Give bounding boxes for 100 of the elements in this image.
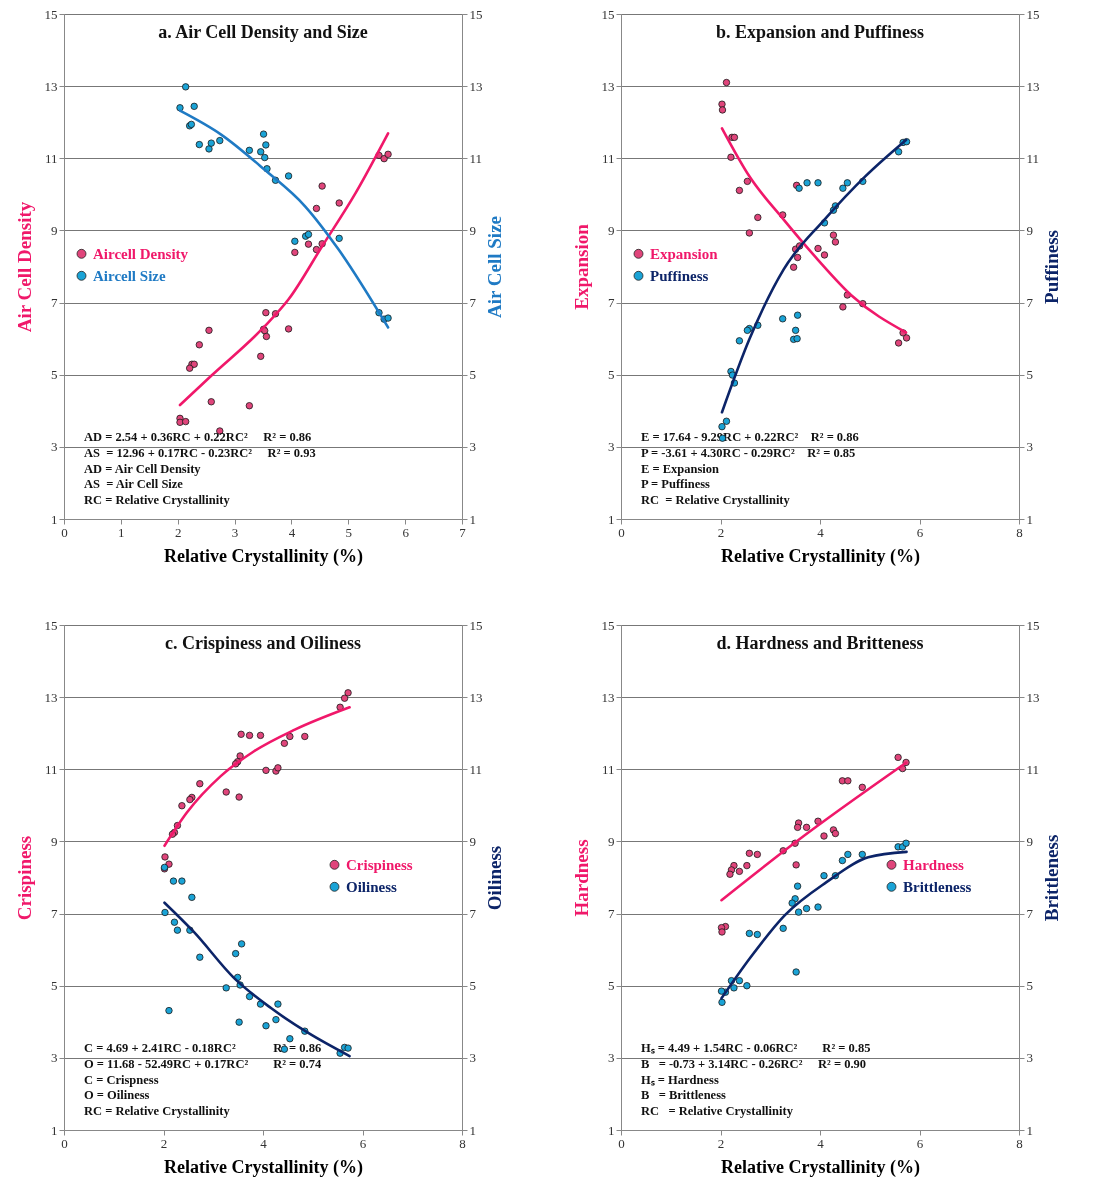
x-tick-label: 8 (459, 1135, 466, 1151)
legend-label: Oiliness (346, 878, 398, 895)
y2-tick-label: 13 (469, 689, 483, 705)
annotation: Hₛ = Hardness (641, 1072, 719, 1087)
y2-tick-label: 11 (469, 150, 483, 166)
y-tick-label: 5 (51, 978, 58, 994)
y-tick-label: 15 (44, 6, 58, 22)
y2-axis-title: Air Cell Size (483, 215, 505, 319)
annotation: AD = Air Cell Density (84, 461, 202, 476)
y-tick-label: 9 (608, 222, 615, 238)
annotation: AS = Air Cell Size (84, 477, 184, 492)
y-tick-label: 13 (601, 78, 615, 94)
x-tick-label: 1 (118, 524, 125, 540)
y2-tick-label: 1 (1026, 511, 1033, 527)
annotation: O = Oiliness (84, 1088, 150, 1103)
annotation: E = Expansion (641, 461, 720, 476)
y-tick-label: 9 (51, 833, 58, 849)
legend-label: Expansion (650, 245, 719, 262)
y2-tick-label: 5 (1026, 367, 1033, 383)
annotation: AD = 2.54 + 0.36RC + 0.22RC² R² = 0.86 (84, 430, 312, 445)
y-axis-title: Expansion (570, 223, 592, 310)
x-axis-title: Relative Crystallinity (%) (721, 545, 920, 567)
y2-tick-label: 15 (469, 617, 483, 633)
chart-title: a. Air Cell Density and Size (158, 22, 368, 42)
annotation: C = Crispness (84, 1072, 159, 1087)
y2-tick-label: 9 (1026, 222, 1033, 238)
y-tick-label: 1 (608, 1122, 615, 1138)
y-tick-label: 9 (51, 222, 58, 238)
y2-tick-label: 13 (1026, 689, 1040, 705)
y-tick-label: 3 (51, 439, 58, 455)
y2-tick-label: 13 (469, 78, 483, 94)
y-tick-label: 15 (44, 617, 58, 633)
y-axis-title: Hardness (570, 839, 592, 917)
y-tick-label: 13 (601, 689, 615, 705)
y2-tick-label: 5 (469, 367, 476, 383)
y2-tick-label: 1 (469, 511, 476, 527)
y2-tick-label: 15 (469, 6, 483, 22)
y-tick-label: 11 (44, 150, 58, 166)
y2-axis-title: Puffiness (1040, 230, 1062, 304)
x-tick-label: 2 (160, 1135, 168, 1151)
legend-label: Aircell Density (93, 245, 189, 262)
annotation: AS = 12.96 + 0.17RC - 0.23RC² R² = 0.93 (84, 445, 316, 460)
y-tick-label: 7 (51, 295, 58, 311)
x-axis-title: Relative Crystallinity (%) (721, 1156, 920, 1178)
x-tick-label: 2 (174, 524, 182, 540)
y-tick-label: 1 (608, 511, 615, 527)
x-tick-label: 7 (459, 524, 467, 540)
x-tick-label: 4 (288, 524, 296, 540)
x-axis-title: Relative Crystallinity (%) (164, 1156, 363, 1178)
y2-tick-label: 15 (1026, 617, 1040, 633)
y2-tick-label: 1 (1026, 1122, 1033, 1138)
y-tick-label: 11 (601, 150, 615, 166)
y-tick-label: 9 (608, 833, 615, 849)
x-tick-label: 4 (817, 524, 825, 540)
y-tick-label: 11 (601, 761, 615, 777)
x-axis-title: Relative Crystallinity (%) (164, 545, 363, 567)
annotation: RC = Relative Crystallinity (84, 493, 231, 507)
x-tick-label: 2 (717, 1135, 725, 1151)
x-tick-label: 2 (717, 524, 725, 540)
y-tick-label: 5 (608, 367, 615, 383)
y2-tick-label: 3 (1026, 439, 1033, 455)
y2-tick-label: 3 (469, 1050, 476, 1066)
y-tick-label: 5 (608, 978, 615, 994)
y2-tick-label: 7 (1026, 295, 1034, 311)
legend-label: Aircell Size (93, 267, 166, 284)
y2-tick-label: 11 (1026, 150, 1040, 166)
y2-tick-label: 1 (469, 1122, 476, 1138)
y-tick-label: 3 (608, 1050, 615, 1066)
chart-title: b. Expansion and Puffiness (715, 22, 925, 42)
x-tick-label: 0 (618, 1135, 625, 1151)
y-tick-label: 15 (601, 6, 615, 22)
y2-tick-label: 9 (469, 222, 476, 238)
y-tick-label: 3 (51, 1050, 58, 1066)
y2-tick-label: 9 (469, 833, 476, 849)
annotation: B = Brittleness (641, 1088, 727, 1103)
y2-tick-label: 13 (1026, 78, 1040, 94)
annotation: B = -0.73 + 3.14RC - 0.26RC² R² = 0.90 (641, 1056, 867, 1071)
y2-tick-label: 5 (469, 978, 476, 994)
y2-tick-label: 7 (469, 906, 477, 922)
y2-tick-label: 7 (1026, 906, 1034, 922)
y2-tick-label: 9 (1026, 833, 1033, 849)
x-tick-label: 0 (618, 524, 625, 540)
x-tick-label: 3 (231, 524, 239, 540)
y2-tick-label: 5 (1026, 978, 1033, 994)
y2-tick-label: 11 (1026, 761, 1040, 777)
y-tick-label: 7 (51, 906, 58, 922)
x-tick-label: 6 (359, 1135, 367, 1151)
y2-tick-label: 3 (469, 439, 476, 455)
y-tick-label: 3 (608, 439, 615, 455)
x-tick-label: 8 (1016, 524, 1023, 540)
annotation: Hₛ = 4.49 + 1.54RC - 0.06RC² R² = 0.85 (641, 1041, 871, 1056)
legend-label: Brittleness (903, 878, 972, 895)
x-tick-label: 8 (1016, 1135, 1023, 1151)
annotation: RC = Relative Crystallinity (641, 1104, 794, 1118)
annotation: RC = Relative Crystallinity (84, 1104, 231, 1118)
chart-title: c. Crispiness and Oiliness (164, 633, 362, 653)
y-axis-title: Air Cell Density (13, 201, 35, 333)
y2-tick-label: 15 (1026, 6, 1040, 22)
y-tick-label: 1 (51, 511, 58, 527)
x-tick-label: 6 (402, 524, 410, 540)
